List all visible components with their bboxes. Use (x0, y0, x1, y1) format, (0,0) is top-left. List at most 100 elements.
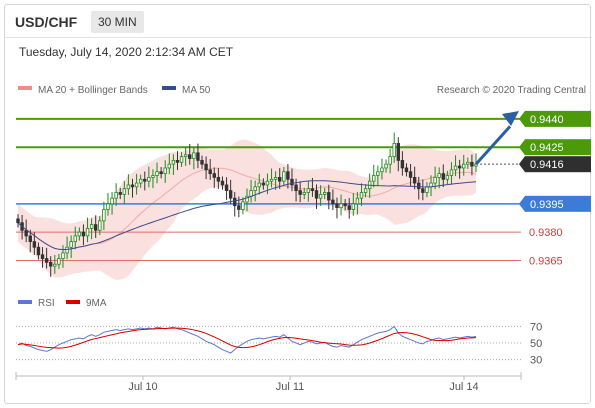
candle-body (421, 188, 425, 193)
candle-body (61, 252, 65, 259)
candle-body (85, 227, 90, 237)
x-tick-label: Jul 14 (449, 381, 478, 393)
candle-body (462, 163, 466, 169)
candle-body (196, 152, 200, 161)
candle-body (322, 192, 327, 195)
candle-body (298, 190, 302, 195)
x-tick-label: Jul 10 (128, 381, 157, 393)
candle-body (171, 160, 176, 165)
candle-body (237, 205, 241, 210)
candle-body (110, 197, 114, 205)
candle-body (155, 171, 159, 176)
level-label-0.9380: 0.9380 (529, 227, 563, 239)
candle-body (73, 235, 77, 242)
candle-body (433, 176, 437, 184)
candle-body (130, 184, 135, 188)
candle-body (269, 178, 274, 182)
candle-body (392, 143, 396, 158)
candle-body (102, 209, 106, 222)
level-label-0.9440: 0.9440 (530, 114, 564, 126)
candles (16, 132, 478, 277)
candle-body (327, 192, 331, 201)
candle-body (347, 205, 351, 210)
candle-body (453, 165, 458, 171)
candle-body (53, 263, 57, 267)
candle-body (57, 258, 61, 265)
candle-body (28, 235, 32, 242)
candle-body (278, 176, 282, 182)
candle-body (335, 203, 339, 209)
level-badge-pointer-0.9416 (519, 156, 525, 173)
candle-body (343, 203, 347, 207)
candle-body (412, 176, 417, 184)
candle-body (183, 154, 188, 158)
candle-body (441, 173, 445, 180)
candle-body (167, 163, 172, 169)
candle-body (147, 176, 151, 182)
candle-body (93, 224, 98, 231)
candle-body (32, 241, 37, 248)
level-label-0.9395: 0.9395 (530, 199, 564, 211)
candle-body (384, 163, 388, 169)
level-label-0.9365: 0.9365 (529, 255, 563, 267)
candle-body (192, 152, 196, 159)
candle-body (294, 184, 298, 192)
candle-body (118, 192, 122, 195)
candle-body (372, 175, 376, 182)
rsi-tick-30: 30 (530, 355, 542, 367)
ma20-legend-swatch (18, 86, 32, 90)
candle-body (417, 182, 421, 190)
level-label-0.9425: 0.9425 (530, 142, 564, 154)
candle-body (208, 169, 212, 175)
rsi-legend-swatch (18, 300, 32, 304)
ma50-path (17, 180, 477, 251)
candle-body (188, 154, 192, 159)
ma50-legend-swatch (162, 86, 176, 90)
candle-body (314, 190, 319, 199)
candle-body (425, 186, 429, 193)
candle-body (98, 220, 102, 231)
candle-body (122, 188, 127, 195)
pair-title: USD/CHF (15, 14, 78, 30)
candle-body (228, 190, 233, 199)
candle-body (216, 176, 221, 182)
candle-body (351, 203, 356, 210)
candle-body (261, 182, 266, 186)
level-label-0.9416: 0.9416 (530, 159, 564, 171)
candle-body (175, 160, 180, 163)
candle-body (466, 161, 470, 165)
rsi-ma9-line (17, 327, 477, 349)
candle-body (449, 169, 454, 176)
price-levels (16, 117, 521, 261)
candle-body (257, 182, 261, 188)
candle-body (388, 156, 392, 165)
candle-body (40, 254, 45, 259)
candle-body (81, 231, 86, 237)
candle-body (241, 201, 245, 210)
timeframe-badge[interactable]: 30 MIN (91, 11, 144, 33)
candle-body (159, 171, 163, 175)
candle-body (359, 192, 364, 199)
candle-body (339, 203, 343, 209)
candle-body (126, 184, 131, 190)
forecast-arrow (474, 111, 519, 166)
candle-body (163, 167, 167, 175)
candle-body (245, 195, 249, 203)
candle-body (49, 261, 53, 267)
candle-body (363, 188, 368, 193)
candle-body (179, 156, 184, 163)
candle-body (204, 163, 208, 171)
rsi-line (17, 325, 477, 354)
candle-body (44, 258, 49, 263)
candle-body (265, 180, 270, 186)
candle-body (24, 229, 28, 237)
candle-body (89, 224, 94, 229)
candle-body (151, 175, 155, 178)
candle-body (404, 167, 409, 173)
candle-body (380, 167, 384, 173)
credit-label: Research © 2020 Trading Central (437, 85, 586, 96)
candle-body (282, 171, 286, 182)
rsi-tick-70: 70 (530, 321, 542, 333)
candle-body (470, 161, 474, 167)
